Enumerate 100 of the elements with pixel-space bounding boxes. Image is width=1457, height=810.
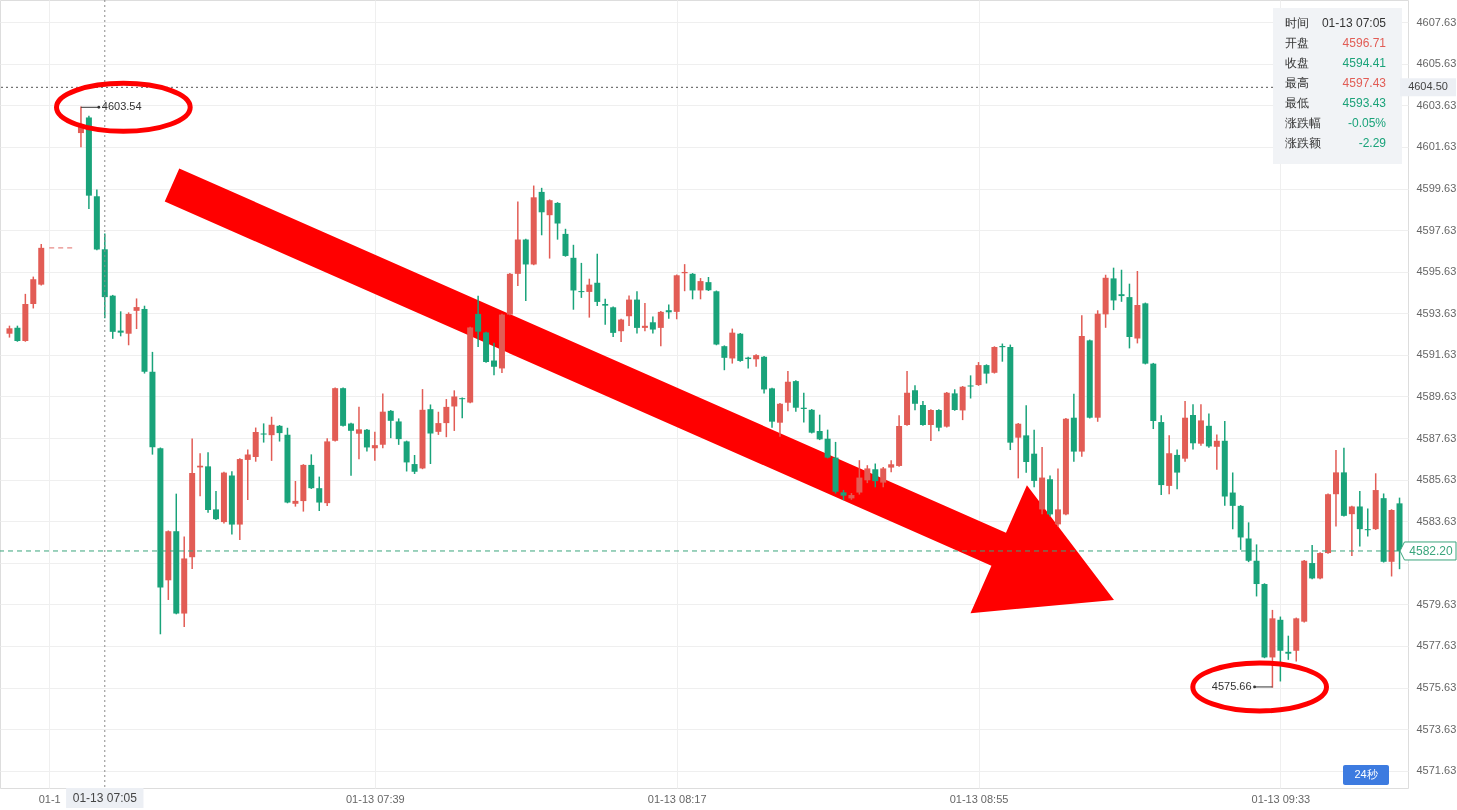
y-tick-label: 4595.63 xyxy=(1416,265,1457,278)
annotation: -0.05% xyxy=(1347,116,1387,130)
annotation: 时间 xyxy=(1285,16,1309,30)
annotation: -2.29 xyxy=(1358,136,1387,150)
candlestick xyxy=(641,303,648,332)
candlestick xyxy=(927,409,934,442)
y-tick-label: 4599.63 xyxy=(1416,182,1457,195)
annotation: 4575.66 xyxy=(1211,679,1252,692)
y-tick-label: 4583.63 xyxy=(1416,514,1457,527)
candlestick xyxy=(387,410,394,439)
candlestick xyxy=(244,449,251,500)
y-tick-label: 4573.63 xyxy=(1416,722,1457,735)
x-tick-label: 01-13 09:33 xyxy=(1251,792,1311,805)
candlestick xyxy=(475,295,482,347)
y-tick-label: 4603.63 xyxy=(1416,98,1457,111)
annotation: 4596.71 xyxy=(1342,36,1387,50)
candlestick xyxy=(824,429,831,459)
y-tick-label: 4577.63 xyxy=(1416,639,1457,652)
candlestick xyxy=(959,385,966,421)
candlestick xyxy=(1174,449,1181,490)
annotation: 4593.43 xyxy=(1342,96,1387,110)
candlestick xyxy=(1356,490,1363,547)
candlestick xyxy=(657,311,664,347)
y-tick-label: 4601.63 xyxy=(1416,140,1457,153)
x-tick-label: 01-13 07:05 xyxy=(72,791,138,805)
candlestick xyxy=(316,476,323,511)
candlestick xyxy=(935,409,942,432)
candlestick xyxy=(133,298,140,330)
candlestick xyxy=(1118,269,1125,302)
candlestick xyxy=(395,418,402,445)
candlestick xyxy=(911,385,918,411)
candlestick xyxy=(363,429,370,452)
candlestick xyxy=(1197,404,1204,446)
candlestick xyxy=(125,312,132,346)
candlestick xyxy=(554,202,561,240)
x-tick-label: 01-1 xyxy=(38,792,61,805)
y-tick-label: 4593.63 xyxy=(1416,306,1457,319)
candlestick xyxy=(1110,267,1117,311)
candlestick xyxy=(1229,472,1236,530)
candlestick xyxy=(721,345,728,371)
candlestick xyxy=(308,454,315,489)
ref-line-label: 4582.20 xyxy=(1409,543,1454,558)
candlestick xyxy=(1285,635,1292,660)
x-tick-label: 01-13 07:39 xyxy=(346,792,405,805)
candlestick xyxy=(538,187,545,236)
candlestick xyxy=(578,262,585,298)
candlestick xyxy=(880,467,887,488)
candlestick xyxy=(562,228,569,257)
y-tick-label: 4585.63 xyxy=(1416,473,1457,486)
candlestick xyxy=(403,440,410,472)
candlestick xyxy=(816,414,823,441)
annotation: 涨跌幅 xyxy=(1285,116,1321,130)
candlestick xyxy=(435,411,442,435)
candlestick xyxy=(546,199,553,259)
candlestick xyxy=(1054,468,1061,527)
candlestick xyxy=(975,362,982,386)
annotation: 收盘 xyxy=(1285,56,1309,70)
candlestick xyxy=(665,304,672,319)
annotation: 涨跌额 xyxy=(1285,136,1321,150)
annotation: 4594.41 xyxy=(1342,56,1387,70)
candlestick xyxy=(618,318,625,342)
annotation: 24秒 xyxy=(1354,768,1378,780)
candlestick xyxy=(1309,545,1316,580)
candlestick xyxy=(355,406,362,460)
candlestick xyxy=(872,463,879,488)
candlestick xyxy=(268,416,275,461)
candlestick xyxy=(586,278,593,318)
candlestick xyxy=(808,409,815,434)
candlestick xyxy=(856,460,863,495)
candlestick xyxy=(491,342,497,376)
y-tick-label: 4591.63 xyxy=(1416,348,1457,361)
candlestick xyxy=(626,295,633,326)
candlestick xyxy=(1332,450,1339,527)
candlestick xyxy=(602,298,609,325)
annotation: 最低 xyxy=(1285,96,1309,110)
candlestick xyxy=(1015,422,1022,479)
annotation: 4603.54 xyxy=(101,100,142,113)
candlestick xyxy=(348,422,355,476)
candlestick xyxy=(967,375,974,399)
y-tick-label: 4571.63 xyxy=(1416,764,1457,777)
candlestick xyxy=(371,431,378,461)
candlestick xyxy=(212,490,219,520)
candlestick xyxy=(1205,413,1212,448)
candlestick xyxy=(1213,434,1220,470)
candlestick xyxy=(443,399,450,438)
annotation: 最高 xyxy=(1285,76,1309,90)
x-tick-label: 01-13 08:17 xyxy=(647,792,707,805)
annotation: 01-13 07:05 xyxy=(1321,16,1387,30)
y-tick-label: 4579.63 xyxy=(1416,597,1457,610)
x-tick-label: 01-13 08:55 xyxy=(949,792,1009,805)
candlestick xyxy=(888,460,895,473)
candlestick xyxy=(1245,522,1252,563)
candlestick xyxy=(1348,505,1355,556)
candlestick xyxy=(451,390,458,431)
candlestick xyxy=(919,400,926,426)
candlestick xyxy=(784,371,791,412)
candlestick xyxy=(117,311,124,337)
y-tick-label: 4589.63 xyxy=(1416,389,1457,402)
candlestick xyxy=(753,354,760,367)
y-tick-label: 4587.63 xyxy=(1416,431,1457,444)
